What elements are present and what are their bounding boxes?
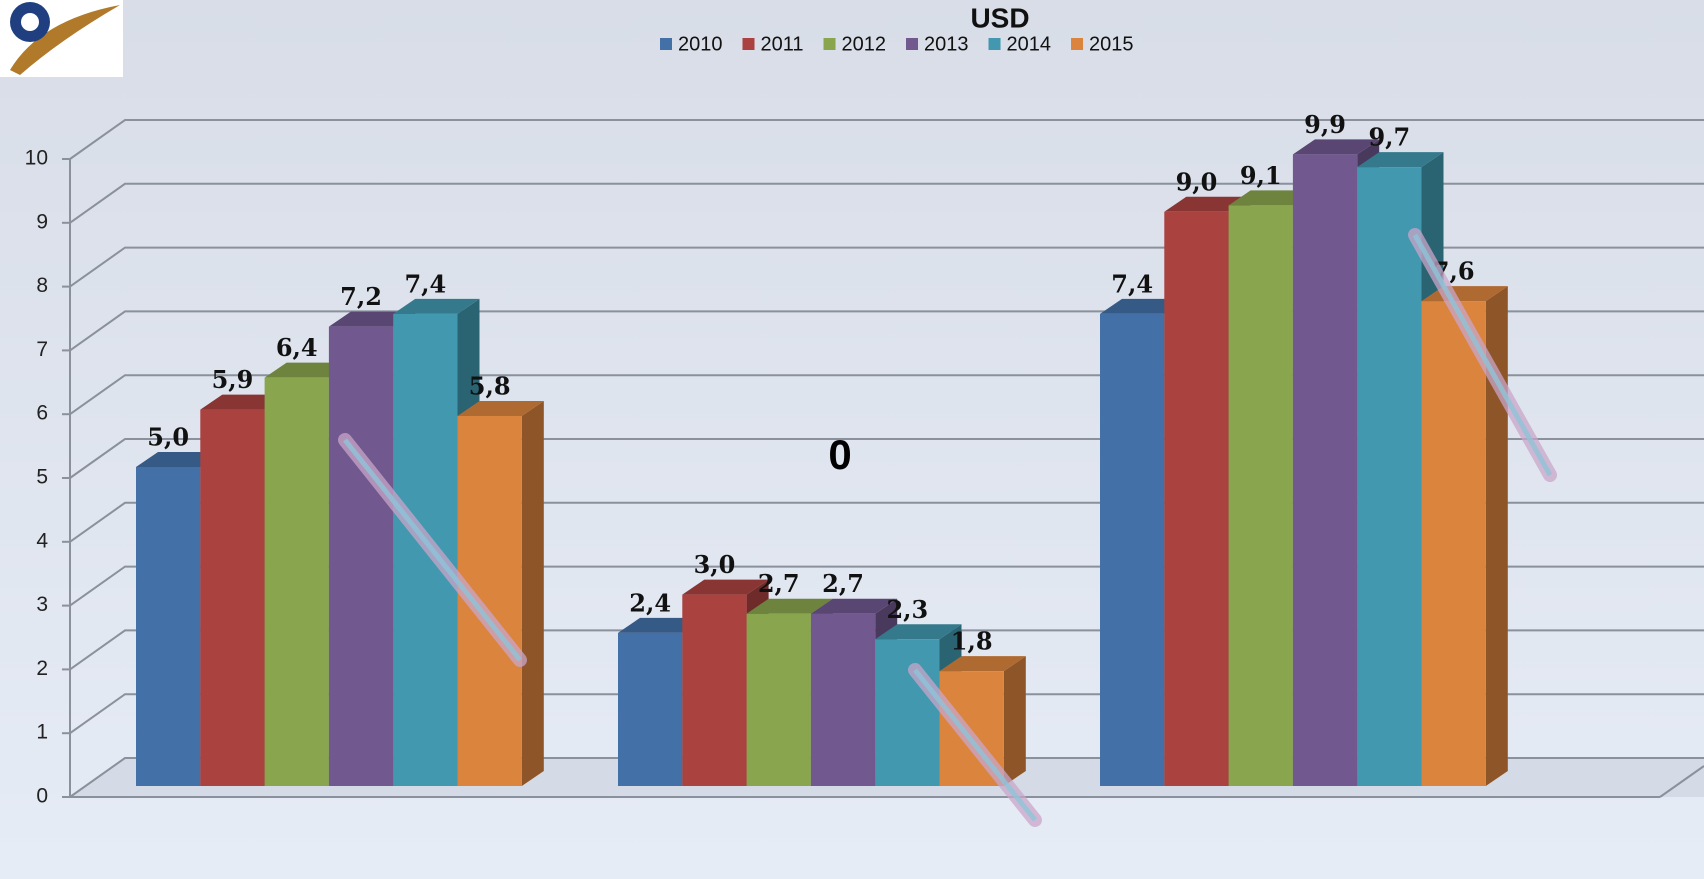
legend-label: 2010: [678, 33, 723, 55]
value-label: 5,0: [147, 423, 189, 452]
y-tick-label: 6: [36, 402, 48, 425]
bar-top: [875, 624, 962, 640]
bar: [618, 632, 683, 786]
y-tick-label: 4: [36, 529, 48, 552]
bar-top: [682, 579, 769, 595]
value-label: 1,8: [951, 627, 993, 656]
grid-line: [69, 119, 1704, 160]
bar-side: [1485, 286, 1508, 786]
x-axis-end: [1659, 765, 1704, 798]
legend-label: 2011: [761, 33, 804, 55]
bar: [875, 639, 940, 786]
grid-line: [69, 182, 1704, 224]
y-tick-label: 5: [36, 466, 48, 489]
bar: [1164, 211, 1229, 787]
bar: [810, 613, 876, 786]
bar: [1357, 167, 1422, 786]
legend-label: 2014: [1007, 33, 1052, 55]
bar-top: [746, 598, 833, 614]
value-label: 2,7: [758, 569, 800, 598]
value-label: 9,9: [1304, 110, 1346, 139]
value-label: 2,7: [822, 569, 864, 598]
y-tick-label: 0: [36, 785, 48, 808]
arrow-core: [1412, 233, 1553, 477]
arrow-core: [343, 438, 522, 662]
bar-top: [1357, 152, 1444, 168]
y-tick-label: 9: [36, 210, 48, 233]
legend-swatch: [988, 38, 1001, 50]
legend-swatch: [906, 38, 919, 50]
bar: [264, 377, 329, 786]
legend-label: 2015: [1089, 33, 1134, 55]
legend-swatch: [660, 38, 672, 50]
y-tick-label: 1: [36, 721, 48, 744]
legend-swatch: [823, 38, 836, 50]
y-tick-label: 3: [36, 593, 48, 616]
value-label: 5,8: [469, 371, 511, 400]
legend-swatch: [742, 38, 755, 50]
annotation: 0: [828, 431, 851, 478]
y-tick-label: 8: [36, 274, 48, 297]
value-label: 7,4: [1111, 269, 1153, 298]
value-label: 9,7: [1368, 123, 1410, 152]
bar: [746, 613, 811, 786]
value-label: 5,9: [212, 365, 254, 394]
value-label: 3,0: [694, 550, 736, 579]
value-label: 2,3: [886, 595, 928, 624]
bar-side: [1003, 656, 1026, 786]
value-label: 7,2: [340, 282, 382, 311]
arrow-core: [913, 668, 1037, 822]
bar: [328, 326, 394, 786]
chart-title: USD: [970, 2, 1029, 33]
value-label: 9,0: [1176, 167, 1218, 196]
legend-label: 2013: [924, 33, 969, 55]
y-tick-label: 10: [25, 147, 48, 170]
bar: [200, 409, 265, 786]
value-label: 6,4: [276, 333, 318, 362]
bar: [682, 594, 747, 786]
bar: [1292, 154, 1358, 786]
bar: [1228, 205, 1293, 787]
bar-top: [393, 298, 480, 314]
bar-top: [939, 656, 1026, 672]
bar: [136, 467, 201, 786]
legend-swatch: [1071, 38, 1084, 50]
y-tick-label: 7: [36, 338, 48, 361]
value-label: 7,4: [404, 269, 446, 298]
bar-top: [457, 400, 544, 416]
value-label: 2,4: [629, 588, 671, 617]
bar-top: [1292, 139, 1380, 155]
legend-label: 2012: [842, 33, 887, 55]
bar: [1421, 301, 1486, 786]
bar-side: [521, 400, 544, 786]
bar: [1100, 313, 1165, 786]
logo: [0, 0, 123, 77]
value-label: 9,1: [1240, 161, 1282, 190]
y-tick-label: 2: [36, 657, 48, 680]
bar-top: [810, 598, 898, 614]
